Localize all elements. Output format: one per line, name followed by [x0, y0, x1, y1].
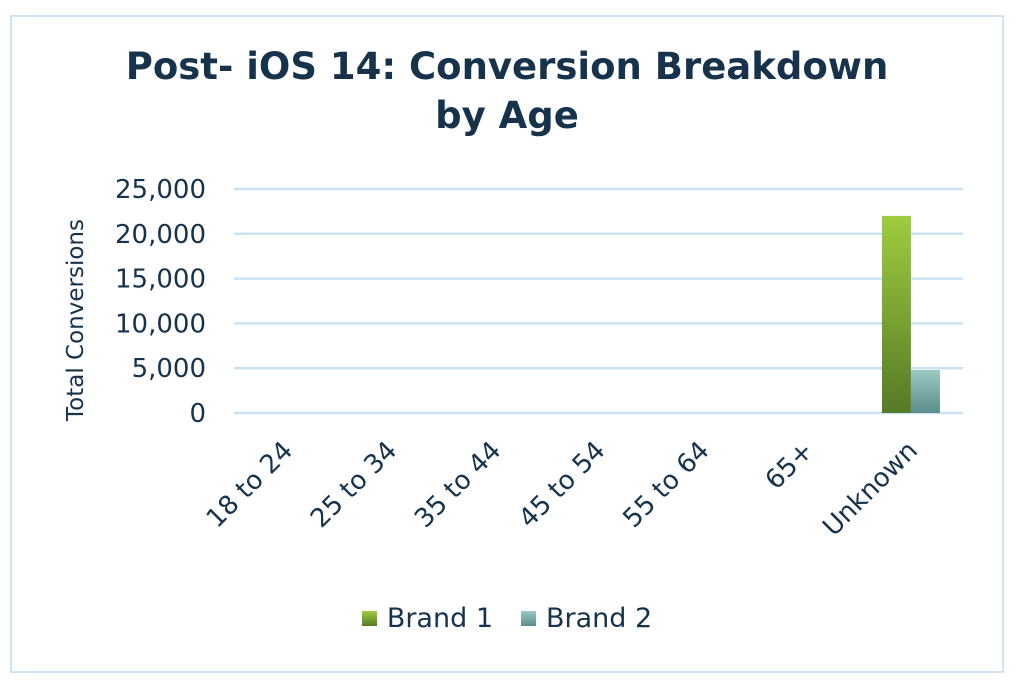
y-tick-label: 5,000 [132, 354, 206, 384]
y-tick-label: 0 [189, 399, 206, 429]
legend: Brand 1 Brand 2 [0, 603, 1014, 634]
chart-title-line-1: Post- iOS 14: Conversion Breakdown [125, 45, 889, 88]
y-axis-ticks: 0 5,000 10,000 15,000 20,000 25,000 [115, 175, 206, 429]
x-tick-label: 45 to 54 [513, 436, 611, 534]
x-tick-label: 35 to 44 [409, 436, 507, 534]
legend-item-brand-2: Brand 2 [521, 603, 652, 634]
x-tick-label: 65+ [760, 436, 820, 496]
x-axis-ticks: 18 to 24 25 to 34 35 to 44 45 to 54 55 to 64… [201, 436, 924, 543]
legend-swatch-brand-2 [521, 611, 536, 626]
chart-title-line-2: by Age [435, 94, 579, 137]
x-tick-label: 55 to 64 [617, 436, 715, 534]
y-tick-label: 20,000 [115, 220, 206, 250]
bars [881, 215, 940, 413]
x-tick-label: 18 to 24 [201, 436, 299, 534]
gridlines [234, 187, 963, 415]
bar-brand-2-unknown [910, 369, 940, 413]
chart-frame [10, 15, 1004, 673]
legend-swatch-brand-1 [361, 611, 377, 626]
legend-label-brand-2: Brand 2 [546, 603, 653, 634]
y-tick-label: 25,000 [115, 175, 206, 205]
legend-item-brand-1: Brand 1 [361, 603, 493, 634]
bar-brand-1-unknown [881, 215, 911, 413]
y-axis-label: Total Conversions [63, 219, 89, 422]
x-tick-label: Unknown [817, 436, 924, 543]
legend-label-brand-1: Brand 1 [386, 603, 493, 634]
x-tick-label: 25 to 34 [305, 436, 403, 534]
y-tick-label: 15,000 [115, 265, 206, 295]
y-tick-label: 10,000 [115, 309, 206, 339]
chart-title: Post- iOS 14: Conversion Breakdown by Ag… [0, 42, 1014, 140]
